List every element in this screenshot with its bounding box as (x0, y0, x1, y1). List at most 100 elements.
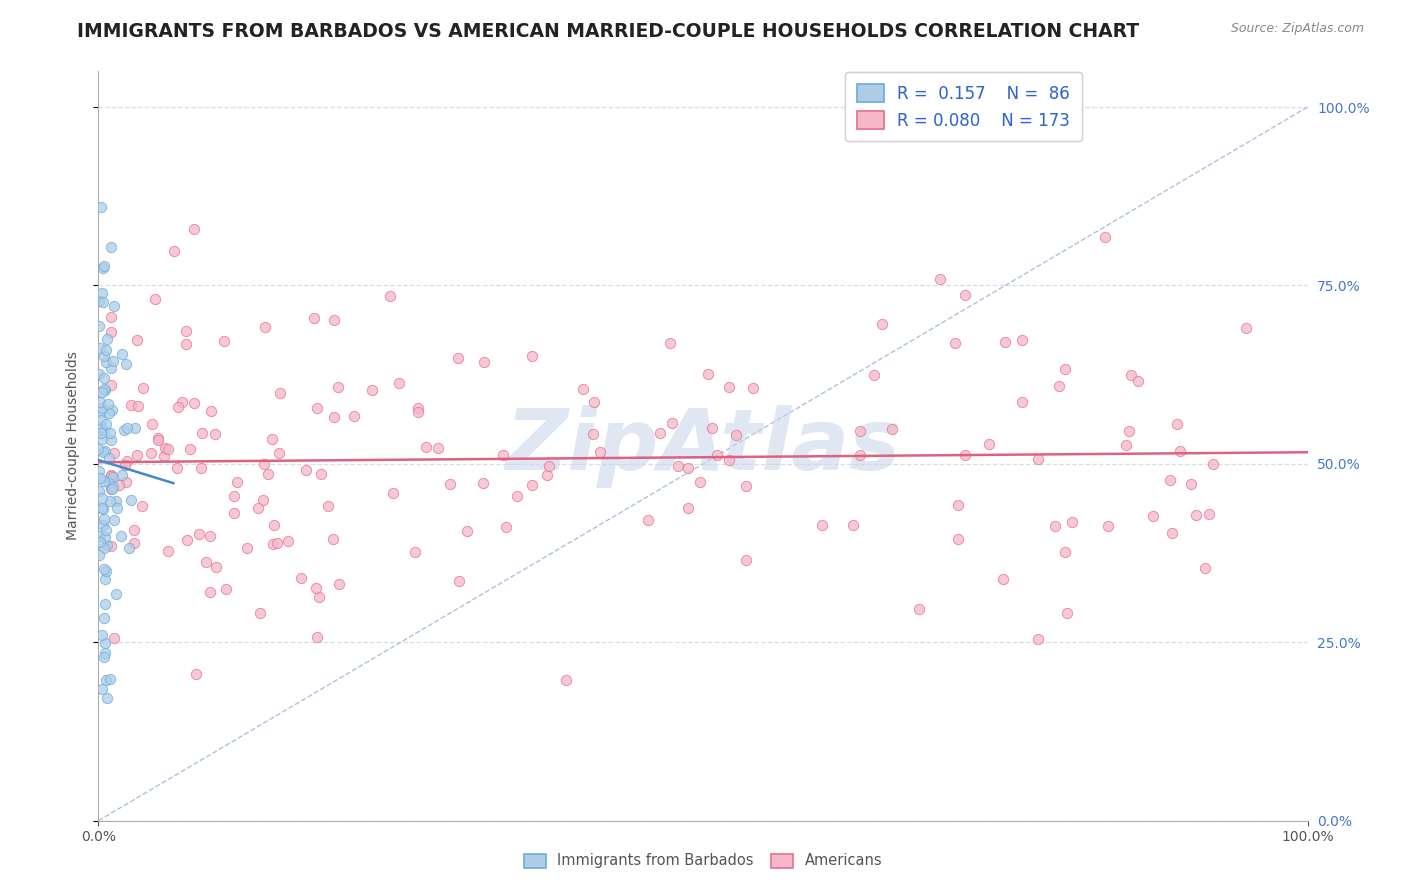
Point (97, 397, 120, 411)
Point (676, 460, 699, 475)
Point (176, 533, 198, 547)
Point (167, 400, 190, 414)
Point (90, 413, 112, 427)
Point (103, 513, 125, 527)
Text: Source: ZipAtlas.com: Source: ZipAtlas.com (1230, 22, 1364, 36)
Point (89, 529, 111, 543)
Point (94, 673, 117, 687)
Point (93, 636, 115, 650)
Point (305, 401, 328, 415)
Point (100, 468, 122, 483)
Point (93, 371, 115, 385)
Point (1126, 374, 1149, 388)
Point (172, 394, 194, 409)
Point (1194, 561, 1216, 575)
Point (157, 544, 180, 558)
Point (676, 500, 699, 515)
Point (706, 448, 728, 462)
Point (249, 606, 271, 620)
Point (105, 493, 128, 508)
Point (187, 526, 209, 541)
Point (571, 382, 593, 396)
Point (87, 442, 110, 456)
Point (308, 590, 330, 604)
Point (198, 584, 221, 599)
Point (841, 517, 863, 532)
Point (537, 458, 560, 473)
Point (848, 448, 870, 462)
Point (110, 529, 132, 543)
Point (143, 292, 166, 306)
Point (316, 500, 339, 514)
Point (1184, 508, 1206, 522)
Point (328, 577, 350, 591)
Point (520, 478, 543, 492)
Point (152, 449, 174, 463)
Point (91, 501, 114, 516)
Point (252, 492, 274, 507)
Point (127, 399, 149, 413)
Point (100, 310, 122, 325)
Point (100, 240, 122, 254)
Point (87, 464, 110, 478)
Point (260, 432, 283, 446)
Point (1054, 545, 1077, 559)
Point (908, 601, 931, 615)
Point (103, 446, 125, 460)
Point (89, 367, 111, 381)
Point (96, 691, 118, 706)
Point (141, 446, 163, 460)
Point (697, 367, 720, 381)
Point (101, 402, 124, 417)
Point (103, 632, 125, 646)
Point (93, 562, 115, 576)
Point (343, 409, 366, 423)
Point (100, 482, 122, 496)
Point (1202, 457, 1225, 471)
Point (191, 426, 214, 441)
Point (215, 582, 238, 596)
Point (100, 482, 122, 496)
Point (94, 383, 117, 397)
Point (117, 421, 139, 435)
Point (1115, 438, 1137, 452)
Point (98, 426, 121, 441)
Legend: R =  0.157    N =  86, R = 0.080    N = 173: R = 0.157 N = 86, R = 0.080 N = 173 (845, 72, 1081, 141)
Point (105, 500, 128, 515)
Point (492, 448, 515, 462)
Point (122, 536, 145, 550)
Point (93, 443, 115, 458)
Point (236, 541, 259, 555)
Point (269, 386, 291, 401)
Point (91, 628, 114, 642)
Point (322, 409, 344, 424)
Point (97, 451, 120, 466)
Point (506, 489, 529, 503)
Point (263, 517, 285, 532)
Point (1043, 519, 1066, 533)
Point (1026, 632, 1049, 646)
Text: ZipAtlas: ZipAtlas (505, 404, 901, 488)
Point (1060, 515, 1083, 529)
Point (93, 474, 115, 488)
Point (555, 673, 578, 687)
Point (114, 458, 136, 472)
Point (93, 541, 115, 555)
Point (1161, 526, 1184, 541)
Point (94, 343, 117, 358)
Point (111, 346, 134, 360)
Point (93, 260, 115, 274)
Point (93, 611, 115, 625)
Point (700, 421, 723, 435)
Point (153, 441, 176, 455)
Point (157, 442, 180, 456)
Point (87, 484, 110, 499)
Point (183, 222, 205, 236)
Point (1234, 321, 1257, 335)
Point (1142, 508, 1164, 523)
Point (91, 681, 114, 696)
Point (90, 285, 112, 300)
Point (948, 532, 970, 546)
Point (93, 597, 115, 611)
Point (89, 341, 111, 355)
